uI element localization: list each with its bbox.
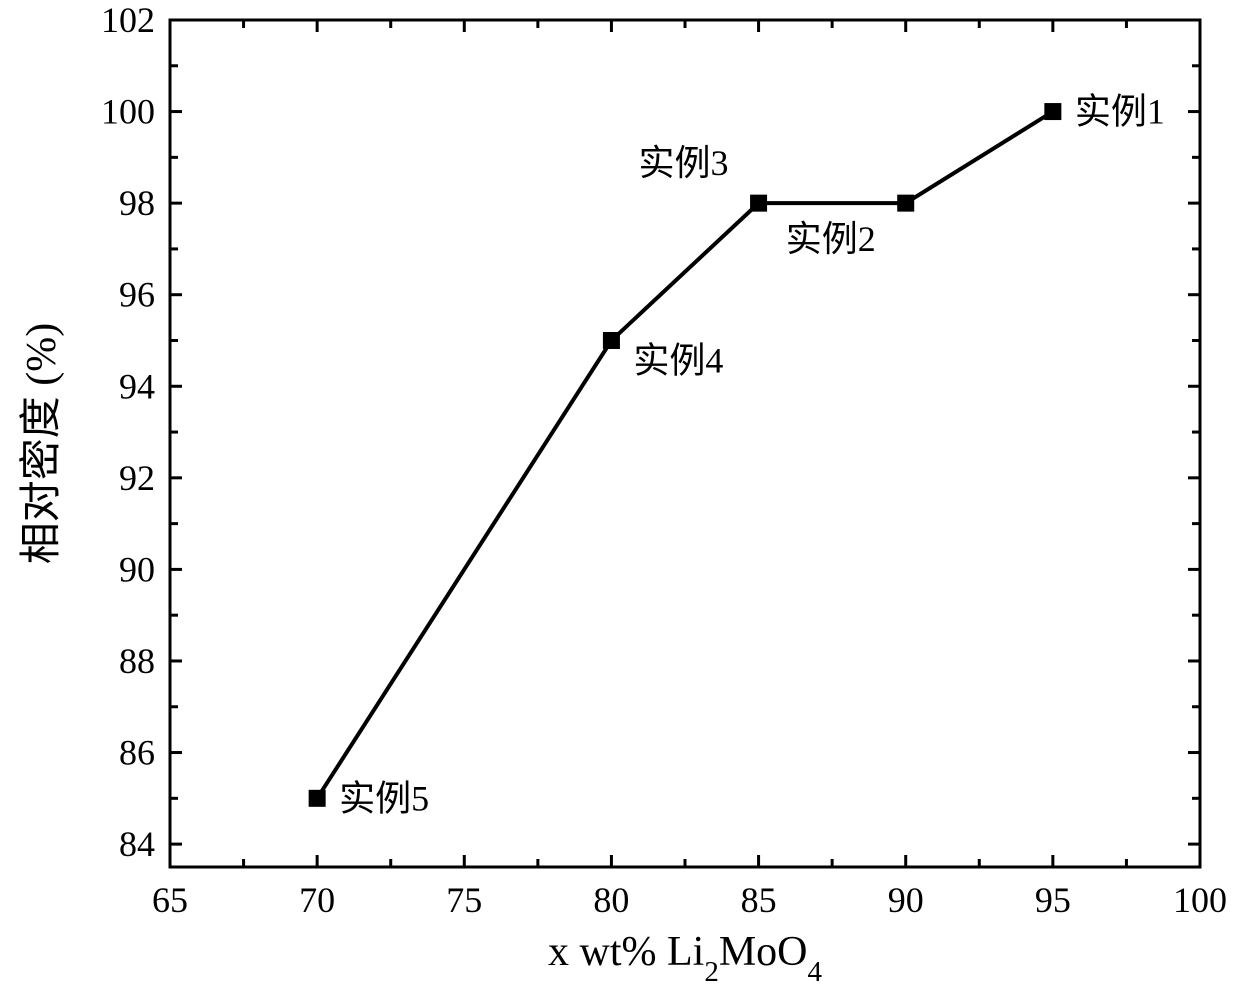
- x-tick-label: 90: [888, 880, 924, 920]
- y-tick-label: 84: [119, 824, 155, 864]
- x-tick-label: 85: [741, 880, 777, 920]
- y-tick-label: 90: [119, 549, 155, 589]
- chart-container: 65 70 75 80 85 90 95 100 84 86 88 90 92 94 96 98 100 102 实…: [0, 0, 1240, 997]
- data-marker: [898, 195, 914, 211]
- data-marker: [603, 332, 619, 348]
- x-tick-label: 80: [593, 880, 629, 920]
- y-tick-label: 98: [119, 183, 155, 223]
- x-tick-label: 95: [1035, 880, 1071, 920]
- density-chart: 65 70 75 80 85 90 95 100 84 86 88 90 92 94 96 98 100 102 实…: [0, 0, 1240, 997]
- y-tick-label: 92: [119, 458, 155, 498]
- y-tick-label: 86: [119, 733, 155, 773]
- point-label: 实例3: [639, 143, 729, 183]
- y-tick-label: 100: [101, 92, 155, 132]
- point-label: 实例1: [1075, 92, 1165, 132]
- y-axis-label: 相对密度 (%): [18, 323, 65, 564]
- y-tick-label: 94: [119, 366, 155, 406]
- point-label: 实例2: [786, 219, 876, 259]
- x-tick-label: 70: [299, 880, 335, 920]
- y-tick-label: 102: [101, 0, 155, 40]
- point-label: 实例4: [633, 340, 723, 380]
- data-marker: [751, 195, 767, 211]
- y-tick-label: 88: [119, 641, 155, 681]
- data-marker: [1045, 104, 1061, 120]
- point-label: 实例5: [339, 778, 429, 818]
- x-tick-label: 65: [152, 880, 188, 920]
- data-marker: [309, 790, 325, 806]
- x-tick-label: 75: [446, 880, 482, 920]
- x-tick-label: 100: [1173, 880, 1227, 920]
- y-tick-label: 96: [119, 275, 155, 315]
